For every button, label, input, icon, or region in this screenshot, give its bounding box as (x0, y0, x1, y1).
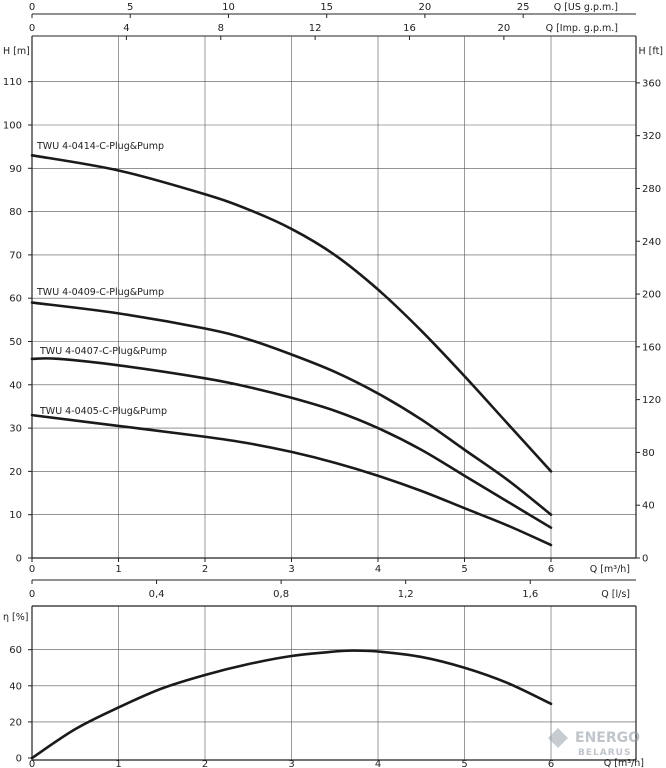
ls-axis-label: Q [l/s] (601, 589, 630, 600)
series-label-0407: TWU 4-0407-C-Plug&Pump (39, 346, 167, 357)
head-curve-3 (30, 413, 553, 547)
efficiency-y-tick-label: 60 (9, 645, 22, 656)
imp-gpm-ticks: 0 4 8 12 16 20 (29, 23, 510, 40)
ls-tick-label: 0,4 (149, 589, 165, 600)
us-gpm-tick-label: 15 (320, 2, 333, 13)
head-x-tick-label: 2 (202, 564, 208, 575)
head-y-tick-label: 10 (9, 510, 22, 521)
head-ft-tick-label: 200 (642, 290, 661, 301)
us-gpm-axis-label: Q [US g.p.m.] (554, 2, 618, 13)
head-x-tick-label: 5 (461, 564, 467, 575)
efficiency-grid (32, 606, 636, 760)
logo-text: ENERGO (575, 730, 640, 746)
imp-gpm-tick-label: 12 (309, 23, 322, 34)
head-y-tick-label: 0 (16, 554, 22, 565)
head-y-tick-label: 60 (9, 294, 22, 305)
efficiency-x-tick-label: 5 (461, 759, 467, 768)
top-axis-imp-gpm: 0 4 8 12 16 20 Q [Imp. g.p.m.] (29, 23, 636, 40)
head-y-tick-label: 30 (9, 424, 22, 435)
efficiency-curves (30, 649, 553, 760)
ls-ticks: 0 0,4 0,8 1,2 1,6 (29, 580, 538, 600)
head-x-tick-label: 0 (29, 564, 35, 575)
head-curve-1 (30, 301, 553, 516)
efficiency-y-tick-label: 20 (9, 717, 22, 728)
head-y-tick-label: 90 (9, 164, 22, 175)
head-y-tick-label: 80 (9, 207, 22, 218)
head-x-tick-label: 6 (548, 564, 554, 575)
imp-gpm-tick-label: 20 (498, 23, 511, 34)
logo-subtext: BELARUS (578, 748, 631, 758)
series-label-0409: TWU 4-0409-C-Plug&Pump (36, 287, 164, 298)
us-gpm-tick-label: 20 (419, 2, 432, 13)
bottom-axis-ls: 0 0,4 0,8 1,2 1,6 Q [l/s] (29, 579, 636, 600)
head-ft-tick-label: 80 (642, 448, 655, 459)
imp-gpm-axis-label: Q [Imp. g.p.m.] (546, 23, 618, 34)
head-ft-tick-label: 280 (642, 184, 661, 195)
efficiency-y-ticks: 0 20 40 60 (9, 645, 32, 765)
head-curve-2 (30, 357, 553, 529)
head-x-axis-label: Q [m³/h] (590, 564, 630, 575)
efficiency-y-tick-label: 0 (16, 754, 22, 765)
efficiency-y-tick-label: 40 (9, 681, 22, 692)
head-ft-axis-label: H [ft] (639, 46, 663, 57)
efficiency-curve-0 (30, 649, 553, 760)
head-ft-tick-label: 240 (642, 237, 661, 248)
efficiency-x-tick-label: 6 (548, 759, 554, 768)
head-x-tick-label: 4 (375, 564, 381, 575)
us-gpm-tick-label: 0 (29, 2, 35, 13)
imp-gpm-tick-label: 4 (123, 23, 129, 34)
head-ft-tick-label: 120 (642, 395, 661, 406)
head-y-tick-label: 70 (9, 250, 22, 261)
efficiency-x-tick-label: 0 (29, 759, 35, 768)
efficiency-chart: 0 20 40 60 0 1 2 3 4 5 6 η [%] Q [m³/h] (3, 605, 644, 768)
imp-gpm-tick-label: 8 (218, 23, 224, 34)
efficiency-x-ticks: 0 1 2 3 4 5 6 (29, 759, 554, 768)
series-label-0414: TWU 4-0414-C-Plug&Pump (36, 141, 164, 152)
us-gpm-tick-label: 25 (517, 2, 530, 13)
us-gpm-tick-label: 5 (127, 2, 133, 13)
head-y-axis-label: H [m] (3, 46, 30, 57)
head-ft-tick-label: 0 (642, 554, 648, 565)
head-grid (32, 36, 636, 558)
efficiency-y-axis-label: η [%] (3, 612, 28, 623)
ls-tick-label: 1,6 (522, 589, 538, 600)
logo-mark-icon (548, 728, 568, 748)
head-ft-tick-label: 40 (642, 501, 655, 512)
us-gpm-ticks: 0 5 10 15 20 25 (29, 2, 530, 18)
head-curve-0 (30, 154, 553, 473)
head-ft-tick-label: 160 (642, 342, 661, 353)
efficiency-x-tick-label: 4 (375, 759, 381, 768)
series-label-0405: TWU 4-0405-C-Plug&Pump (39, 406, 167, 417)
head-x-tick-label: 1 (115, 564, 121, 575)
head-curves (30, 154, 553, 547)
efficiency-x-axis-label: Q [m³/h] (604, 758, 644, 768)
top-axis-us-gpm: 0 5 10 15 20 25 Q [US g.p.m.] (29, 2, 636, 18)
us-gpm-tick-label: 10 (222, 2, 235, 13)
head-y-tick-label: 100 (3, 121, 22, 132)
efficiency-x-tick-label: 3 (288, 759, 294, 768)
efficiency-x-tick-label: 2 (202, 759, 208, 768)
head-x-ticks: 0 1 2 3 4 5 6 (29, 558, 554, 575)
energo-belarus-logo: ENERGO BELARUS (548, 728, 640, 758)
head-ft-tick-label: 360 (642, 78, 661, 89)
head-y-tick-label: 20 (9, 467, 22, 478)
head-y-ticks: 0 10 20 30 40 50 60 70 80 90 100 110 (3, 77, 32, 565)
ls-tick-label: 0 (29, 589, 35, 600)
head-y-tick-label: 50 (9, 337, 22, 348)
ls-tick-label: 0,8 (273, 589, 289, 600)
head-y-tick-label: 40 (9, 380, 22, 391)
head-y-tick-label: 110 (3, 77, 22, 88)
imp-gpm-tick-label: 16 (403, 23, 416, 34)
imp-gpm-tick-label: 0 (29, 23, 35, 34)
efficiency-x-tick-label: 1 (115, 759, 121, 768)
head-ft-ticks: 0 40 80 120 160 200 240 280 320 360 (636, 78, 661, 565)
head-x-tick-label: 3 (288, 564, 294, 575)
ls-tick-label: 1,2 (398, 589, 414, 600)
head-ft-tick-label: 320 (642, 131, 661, 142)
